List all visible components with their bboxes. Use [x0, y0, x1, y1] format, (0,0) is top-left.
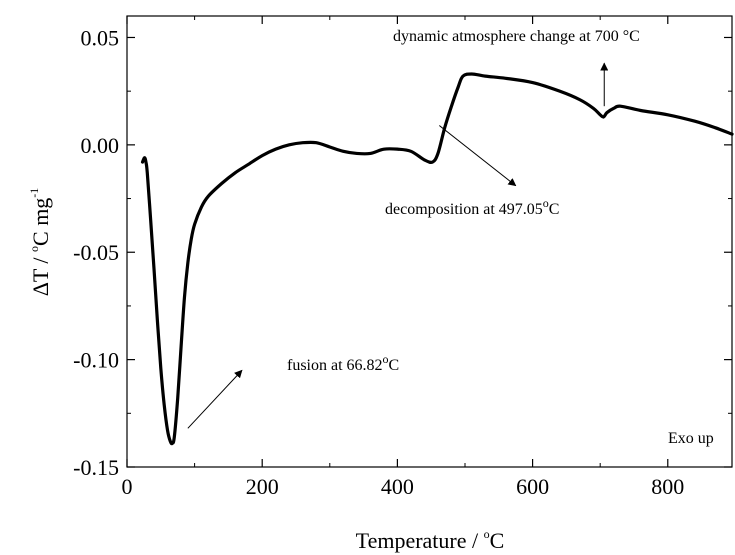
atmosphere-annotation: dynamic atmosphere change at 700 °C [393, 28, 640, 45]
plot-frame [126, 15, 733, 468]
x-tick-label: 0 [122, 474, 133, 499]
decomposition-arrow [438, 125, 517, 187]
exo-up-label: Exo up [668, 430, 714, 447]
tick-labels: 0 200 400 600 800 0.05 0.00 -0.05 -0.10 -0.15 [73, 25, 684, 499]
x-tick-label: 800 [651, 474, 684, 499]
annotations: fusion at 66.82oC decomposition at 497.0… [187, 28, 714, 447]
y-axis-title: ΔT / oC mg-1 [27, 188, 53, 297]
y-tick-label: -0.10 [73, 348, 119, 373]
ticks [126, 16, 732, 468]
x-axis-title: Temperature / oC [356, 527, 505, 553]
y-tick-label: 0.00 [81, 133, 120, 158]
y-tick-label: 0.05 [81, 25, 120, 50]
decomposition-annotation: decomposition at 497.05oC [385, 196, 559, 218]
y-tick-label: -0.05 [73, 240, 119, 265]
y-tick-label: -0.15 [73, 455, 119, 480]
x-tick-label: 200 [246, 474, 279, 499]
fusion-arrow [187, 369, 243, 429]
fusion-annotation: fusion at 66.82oC [287, 352, 399, 374]
x-tick-label: 400 [381, 474, 414, 499]
series-line [140, 72, 734, 446]
x-tick-label: 600 [516, 474, 549, 499]
